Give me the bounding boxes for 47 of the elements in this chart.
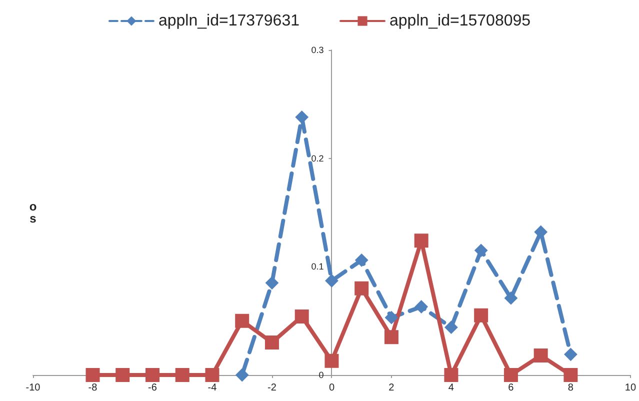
y-tick-label: 0.3 [311, 45, 324, 55]
point [504, 292, 518, 305]
point [444, 320, 458, 334]
point [474, 308, 488, 322]
y-tick-label: 0 [318, 370, 324, 380]
point [564, 348, 578, 361]
point [324, 354, 339, 368]
x-tick-label: 10 [624, 382, 636, 394]
point [534, 226, 548, 238]
x-tick-label: 8 [568, 382, 574, 394]
x-tick-label: 2 [388, 382, 395, 394]
point [534, 348, 548, 362]
point [295, 110, 308, 124]
point [145, 368, 160, 382]
y-tick-label: 0.2 [311, 153, 324, 164]
x-tick-label: 4 [448, 382, 454, 394]
point [504, 368, 518, 382]
point [384, 330, 398, 344]
point [265, 276, 278, 290]
point [355, 254, 368, 267]
point [175, 368, 190, 382]
x-tick-label: -10 [26, 382, 41, 394]
point [414, 234, 428, 248]
point [384, 311, 398, 324]
point [294, 310, 309, 324]
point [264, 336, 279, 350]
y-tick-label: 0.1 [311, 262, 324, 272]
x-tick-label: 6 [508, 382, 514, 394]
point [205, 368, 220, 382]
y-axis-title: os [29, 200, 37, 226]
x-tick-label: -8 [88, 382, 98, 394]
point [474, 244, 488, 257]
point [354, 281, 369, 296]
point [116, 368, 130, 382]
x-tick-label: -4 [208, 382, 218, 394]
point [236, 368, 249, 382]
point [444, 368, 458, 382]
point [414, 300, 428, 314]
point [325, 274, 338, 288]
legend-label: appln_id=17379631 [158, 12, 300, 30]
point [86, 368, 100, 382]
point [564, 368, 578, 382]
x-tick-label: 0 [328, 382, 335, 394]
point [235, 314, 250, 328]
x-tick-label: -2 [268, 382, 277, 394]
legend-label: appln_id=15708095 [390, 12, 531, 30]
x-tick-label: -6 [148, 382, 158, 394]
